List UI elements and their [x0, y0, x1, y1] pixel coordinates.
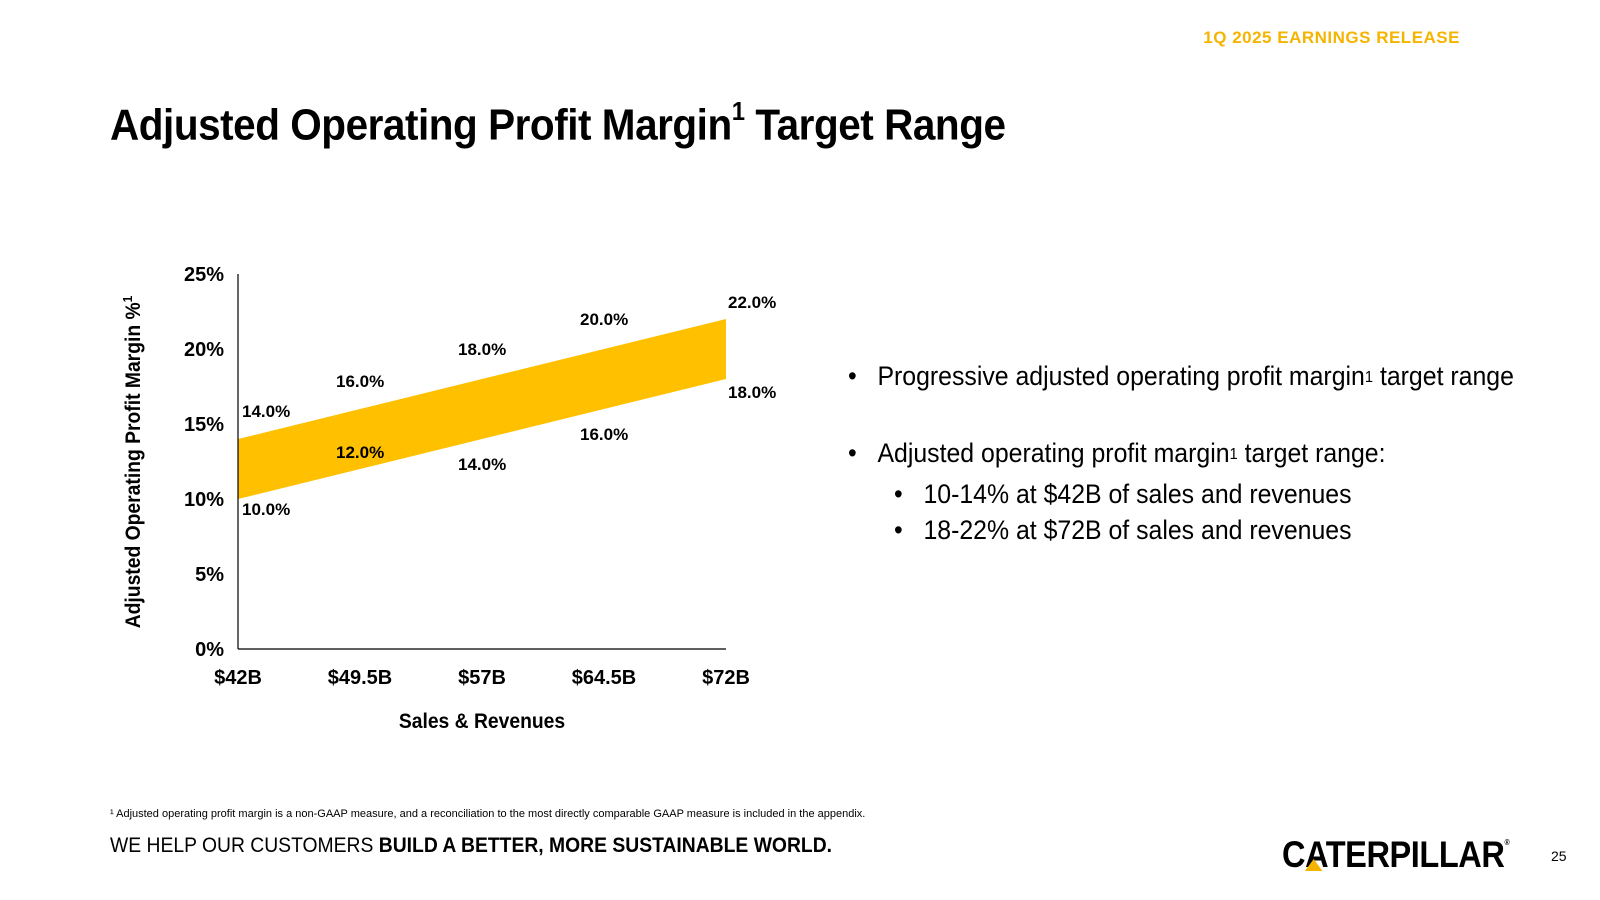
bullet-1-sup: 1	[1364, 369, 1374, 386]
x-axis-label: Sales & Revenues	[399, 710, 565, 733]
title-main: Adjusted Operating Profit Margin	[110, 100, 732, 150]
tagline: WE HELP OUR CUSTOMERS BUILD A BETTER, MO…	[110, 834, 832, 858]
y-tick-label: 0%	[195, 639, 224, 661]
x-tick-label: $64.5B	[572, 667, 637, 689]
lower-data-label: 16.0%	[580, 425, 628, 444]
y-tick-label: 10%	[184, 489, 224, 511]
x-tick-label: $42B	[214, 667, 262, 689]
x-tick-label: $57B	[458, 667, 506, 689]
key-points: Progressive adjusted operating profit ma…	[848, 358, 1514, 548]
bullet-progressive-range: Progressive adjusted operating profit ma…	[848, 358, 1514, 399]
sub-bullet-72b: 18-22% at $72B of sales and revenues	[877, 512, 1513, 548]
bullet-2-sup: 1	[1229, 446, 1238, 463]
sub-bullet-42b: 10-14% at $42B of sales and revenues	[877, 476, 1513, 512]
upper-data-label: 14.0%	[242, 402, 290, 421]
bullet-1-text: Progressive adjusted operating profit ma…	[877, 361, 1365, 391]
page-title: Adjusted Operating Profit Margin1 Target…	[110, 96, 1006, 151]
x-tick-label: $72B	[702, 667, 750, 689]
logo-triangle-icon	[1304, 859, 1323, 871]
upper-data-label: 22.0%	[728, 293, 776, 312]
target-range-band	[238, 319, 726, 499]
page-number: 25	[1551, 848, 1567, 864]
upper-data-label: 16.0%	[336, 372, 384, 391]
logo-registered-mark: ®	[1504, 838, 1510, 847]
bullet-2-text: Adjusted operating profit margin	[877, 438, 1230, 468]
bullet-target-range: Adjusted operating profit margin1 target…	[848, 435, 1514, 476]
lower-data-label: 10.0%	[242, 500, 290, 519]
lower-data-label: 12.0%	[336, 443, 384, 462]
y-tick-label: 25%	[184, 264, 224, 286]
footnote: ¹ Adjusted operating profit margin is a …	[110, 808, 866, 820]
y-axis-label: Adjusted Operating Profit Margin %1	[121, 296, 146, 629]
tagline-bold: BUILD A BETTER, MORE SUSTAINABLE WORLD.	[378, 834, 833, 857]
lower-data-label: 18.0%	[728, 383, 776, 402]
title-tail: Target Range	[744, 100, 1006, 150]
y-axis-label-sup: 1	[121, 296, 136, 303]
upper-data-label: 20.0%	[580, 310, 628, 329]
margin-chart: 0% 5% 10% 15% 20% 25% $42B $49.5B $57B $64.5B $72…	[121, 264, 777, 733]
lower-data-label: 14.0%	[458, 455, 506, 474]
release-label: 1Q 2025 EARNINGS RELEASE	[1203, 28, 1460, 47]
x-tick-label: $49.5B	[328, 667, 393, 689]
title-footnote-marker: 1	[731, 96, 745, 126]
y-tick-label: 5%	[195, 564, 224, 586]
tagline-plain: WE HELP OUR CUSTOMERS	[110, 834, 379, 857]
caterpillar-logo: CATERPILLAR®	[1282, 834, 1510, 876]
y-tick-label: 20%	[184, 339, 224, 361]
y-tick-label: 15%	[184, 414, 224, 436]
bullet-1-tail: target range	[1373, 361, 1514, 391]
upper-data-label: 18.0%	[458, 340, 506, 359]
bullet-2-tail: target range:	[1237, 438, 1386, 468]
y-axis-label-text: Adjusted Operating Profit Margin %	[122, 302, 145, 628]
